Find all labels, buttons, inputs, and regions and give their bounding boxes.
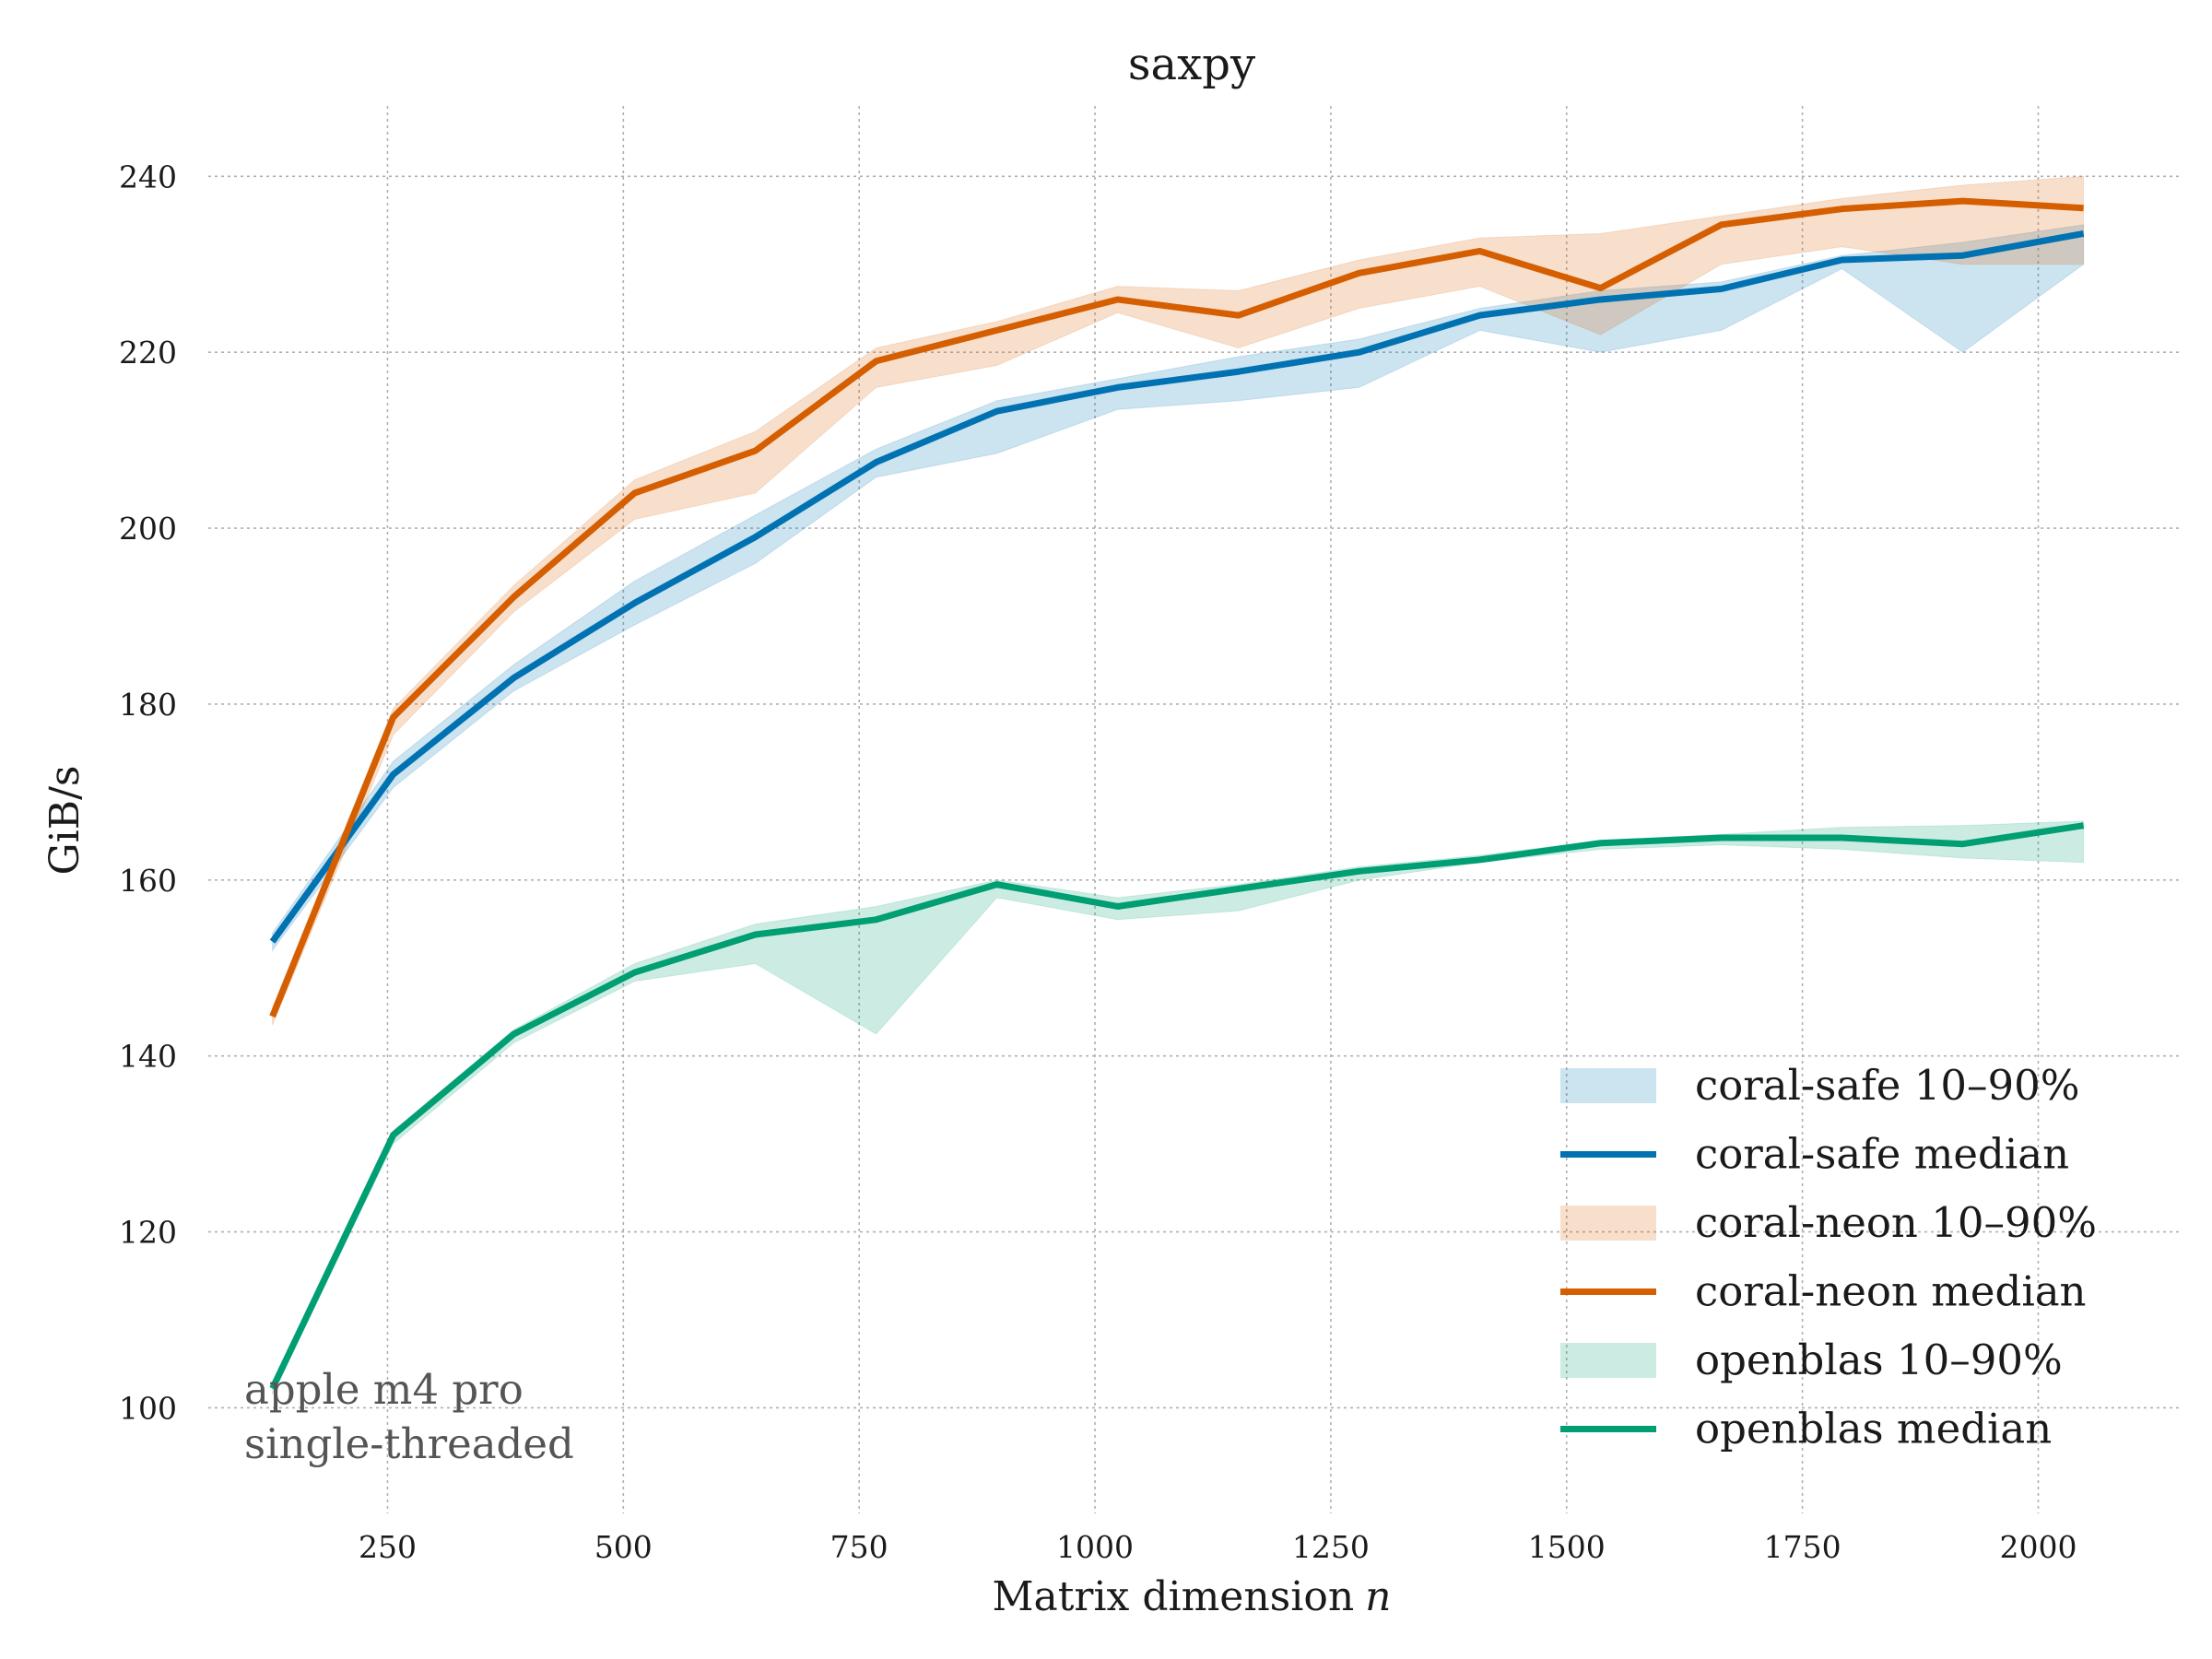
x-axis-label-variable: n [1365,1573,1391,1620]
chart-title: saxpy [1128,39,1255,90]
x-tick-label: 250 [359,1529,417,1565]
coral-safe-band [272,224,2085,952]
y-axis-label: GiB/s [41,766,88,876]
y-tick-label: 180 [119,687,177,723]
x-tick-label: 500 [594,1529,653,1565]
platform-annotation: apple m4 pro single-threaded [244,1365,574,1468]
legend-label: coral-neon 10–90% [1695,1198,2097,1247]
y-tick-label: 240 [119,159,177,194]
percentile-bands [272,175,2085,1395]
legend-label: openblas 10–90% [1695,1335,2063,1384]
x-axis-label: Matrix dimension n [992,1573,1391,1620]
y-tick-label: 120 [119,1215,177,1251]
legend: coral-safe 10–90% coral-safe median coral-… [1560,1061,2097,1453]
legend-label: coral-safe median [1695,1130,2069,1179]
coral-neon-band [272,175,2085,1026]
x-tick-label: 1500 [1528,1529,1606,1565]
legend-label: coral-neon median [1695,1267,2087,1316]
y-tick-label: 220 [119,335,177,371]
x-axis-label-text: Matrix dimension [992,1573,1354,1620]
x-tick-label: 1250 [1292,1529,1370,1565]
legend-label: coral-safe 10–90% [1695,1061,2080,1110]
legend-swatch-openblas-band [1560,1343,1656,1378]
legend-swatch-coral-neon-band [1560,1206,1656,1241]
x-tick-label: 750 [830,1529,888,1565]
coral-neon-median-line [269,197,2084,1018]
legend-label: openblas median [1695,1405,2052,1453]
openblas-band [272,820,2085,1395]
legend-swatch-coral-safe-band [1560,1068,1656,1103]
x-tick-label: 2000 [1999,1529,2077,1565]
y-tick-label: 200 [119,511,177,547]
median-lines [269,197,2085,1390]
y-tick-label: 100 [119,1390,177,1426]
annotation-line-2: single-threaded [244,1419,574,1468]
openblas-median-line [269,822,2085,1390]
coral-safe-median-line [269,229,2085,944]
tick-labels: 250 500 750 1000 1250 1500 1750 2000 100 120 140 16… [119,159,2077,1565]
x-tick-label: 1000 [1056,1529,1134,1565]
annotation-line-1: apple m4 pro [244,1365,524,1414]
y-tick-label: 160 [119,863,177,899]
grid [208,106,2180,1513]
y-tick-label: 140 [119,1039,177,1075]
x-tick-label: 1750 [1764,1529,1841,1565]
